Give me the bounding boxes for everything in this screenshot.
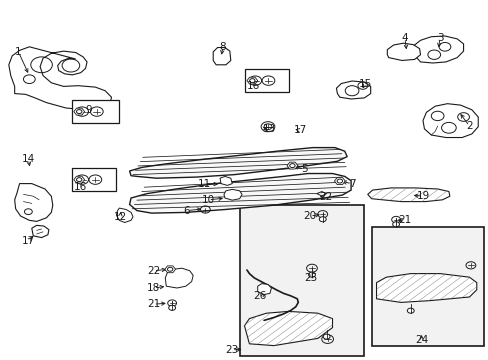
Circle shape [308, 272, 315, 277]
Text: 19: 19 [416, 191, 429, 201]
Text: 8: 8 [219, 42, 226, 52]
Text: 1: 1 [15, 47, 22, 57]
Polygon shape [246, 77, 257, 84]
Circle shape [407, 308, 413, 313]
Text: 7: 7 [348, 179, 355, 189]
Polygon shape [15, 184, 53, 221]
Polygon shape [213, 48, 230, 65]
Text: 15: 15 [358, 78, 372, 89]
Text: 5: 5 [300, 164, 307, 174]
Text: 13: 13 [262, 124, 275, 134]
Polygon shape [74, 176, 84, 183]
Text: 2: 2 [465, 121, 472, 131]
Polygon shape [129, 174, 350, 213]
Bar [72, 168, 116, 191]
Text: 9: 9 [85, 105, 92, 115]
Text: 26: 26 [253, 291, 266, 301]
Circle shape [319, 217, 325, 222]
Text: 16: 16 [74, 182, 87, 192]
Polygon shape [257, 284, 271, 294]
Polygon shape [367, 188, 449, 202]
Bar [371, 227, 483, 346]
Bar [245, 69, 289, 92]
Polygon shape [129, 148, 346, 178]
Text: 22: 22 [146, 266, 160, 276]
Polygon shape [220, 176, 232, 185]
Text: 17: 17 [293, 125, 306, 135]
Polygon shape [116, 208, 133, 222]
Polygon shape [376, 274, 476, 302]
Bar [239, 205, 364, 356]
Text: 6: 6 [183, 206, 190, 216]
Polygon shape [422, 104, 477, 138]
Text: 25: 25 [304, 273, 317, 283]
Text: 10: 10 [202, 195, 214, 205]
Bar [72, 100, 119, 123]
Polygon shape [336, 81, 370, 99]
Text: 18: 18 [146, 283, 160, 293]
Text: 4: 4 [401, 33, 407, 43]
Polygon shape [386, 43, 420, 60]
Text: 21: 21 [146, 299, 160, 309]
Polygon shape [412, 36, 463, 63]
Polygon shape [316, 192, 326, 196]
Polygon shape [74, 108, 84, 115]
Text: 11: 11 [197, 179, 211, 189]
Polygon shape [9, 47, 111, 110]
Polygon shape [224, 189, 242, 200]
Text: 21: 21 [397, 215, 411, 225]
Text: 3: 3 [436, 33, 443, 43]
Polygon shape [286, 162, 297, 169]
Polygon shape [165, 268, 193, 288]
Polygon shape [244, 311, 332, 346]
Text: 17: 17 [21, 236, 35, 246]
Polygon shape [334, 177, 345, 185]
Text: 20: 20 [303, 211, 316, 221]
Text: 14: 14 [21, 154, 35, 164]
Text: 16: 16 [246, 81, 260, 91]
Circle shape [323, 334, 329, 339]
Text: 24: 24 [414, 335, 427, 345]
Text: 22: 22 [318, 192, 332, 202]
Circle shape [168, 305, 175, 310]
Text: 12: 12 [113, 212, 127, 222]
Circle shape [392, 222, 399, 227]
Polygon shape [164, 266, 175, 273]
Polygon shape [32, 225, 49, 238]
Text: 23: 23 [224, 345, 238, 355]
